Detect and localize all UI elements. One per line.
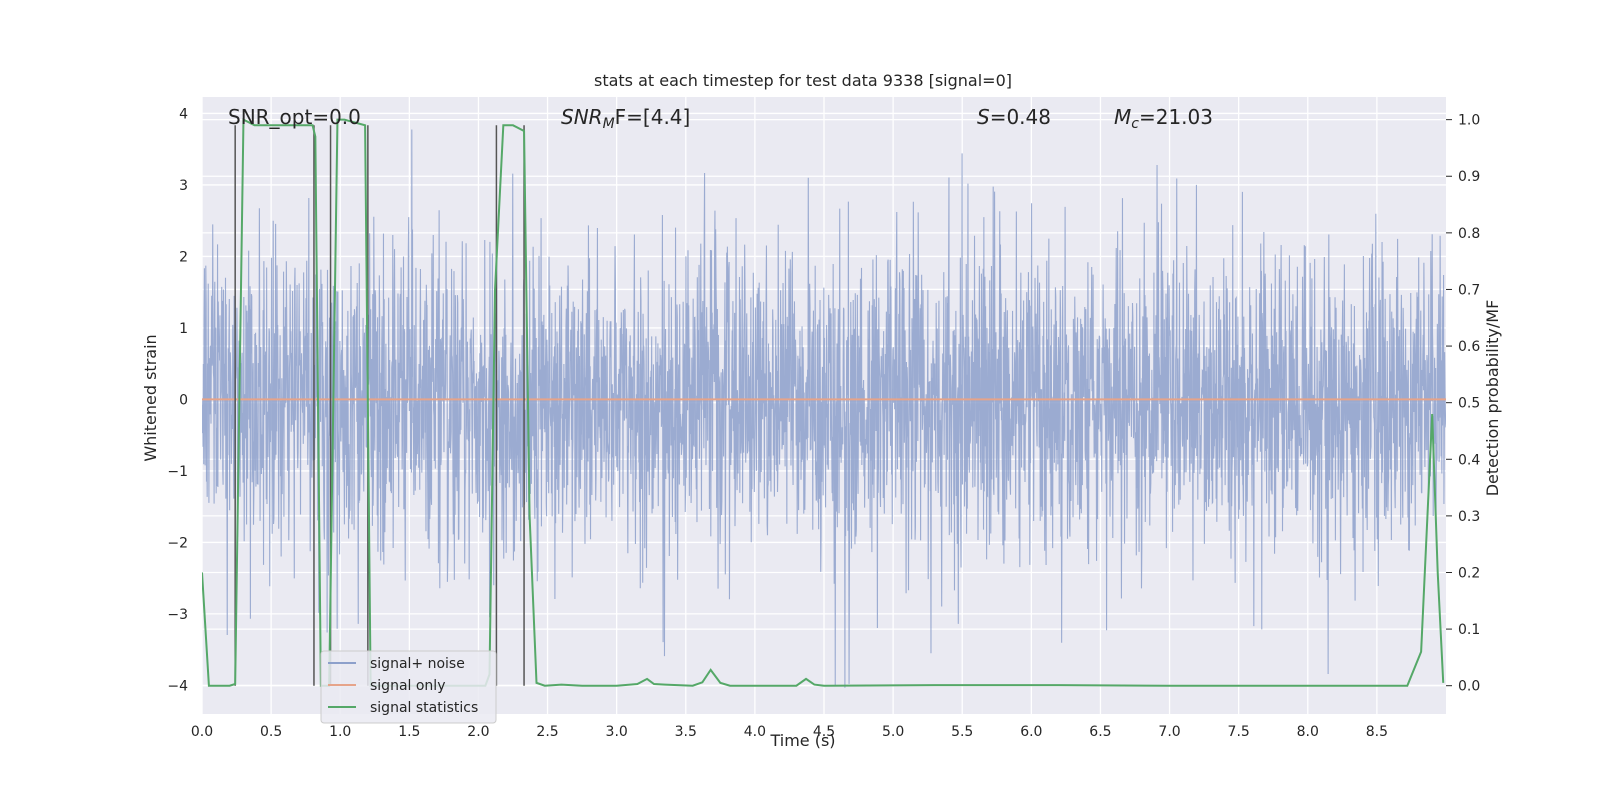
x-tick-label: 0.0 (191, 724, 213, 740)
y-axis-right-label: Detection probability/MF (1483, 300, 1502, 497)
y-tick-label: 0 (179, 392, 188, 408)
y-right-tick-label: 0.1 (1458, 622, 1480, 638)
x-tick-label: 5.0 (882, 724, 904, 740)
x-tick-label: 8.0 (1297, 724, 1319, 740)
y-right-tick-label: 0.7 (1458, 282, 1480, 298)
x-tick-label: 4.5 (813, 724, 835, 740)
y-right-tick-label: 0.9 (1458, 169, 1480, 185)
annotation-mc-value: =21.03 (1139, 105, 1213, 129)
x-tick-label: 4.0 (744, 724, 766, 740)
y-tick-label: 4 (179, 106, 188, 122)
y-right-tick-label: 0.5 (1458, 396, 1480, 412)
y-tick-label: −1 (167, 464, 188, 480)
y-right-tick-label: 0.4 (1458, 452, 1480, 468)
y-right-tick-label: 1.0 (1458, 113, 1480, 129)
x-axis-label: Time (s) (769, 731, 835, 750)
annotation-snr-opt: SNR_opt=0.0 (228, 105, 361, 129)
annotation-s-value: =0.48 (990, 105, 1051, 129)
y-tick-label: −4 (167, 678, 188, 694)
annotation-s: S=0.48 (977, 105, 1051, 129)
y-tick-label: −3 (167, 607, 188, 623)
signal-statistics-line (202, 118, 1445, 687)
chart-title: stats at each timestep for test data 933… (594, 71, 1012, 90)
legend-entry-stats: signal statistics (370, 700, 478, 716)
noise-line (202, 129, 1446, 688)
x-tick-label: 6.0 (1020, 724, 1042, 740)
annotation-s-symbol: S (977, 105, 990, 129)
annotation-snr-mf-symbol: SNR (561, 105, 603, 129)
y-axis-label: Whitened strain (141, 334, 160, 461)
annotation-mc: Mc=21.03 (1114, 105, 1213, 132)
axis-ticks: 0.0 0.5 1.0 1.5 2.0 2.5 3.0 3.5 4.0 4.5 5.0 5.5 6.0 6… (167, 106, 1480, 740)
annotation-snr-mf-value: F=[4.4] (615, 105, 691, 129)
x-tick-label: 7.5 (1228, 724, 1250, 740)
x-tick-label: 7.0 (1158, 724, 1180, 740)
x-tick-label: 3.5 (675, 724, 697, 740)
annotation-mc-symbol: M (1114, 105, 1131, 129)
x-tick-label: 8.5 (1366, 724, 1388, 740)
y-tick-label: 1 (179, 321, 188, 337)
annotation-mc-subscript: c (1131, 116, 1139, 132)
x-tick-label: 0.5 (260, 724, 282, 740)
y-tick-label: 2 (179, 249, 188, 265)
x-tick-label: 1.0 (329, 724, 351, 740)
legend-entry-noise: signal+ noise (370, 656, 465, 672)
x-tick-label: 2.5 (536, 724, 558, 740)
y-right-tick-label: 0.2 (1458, 565, 1480, 581)
y-right-tick-label: 0.6 (1458, 339, 1480, 355)
legend-entry-signal: signal only (370, 678, 445, 694)
x-tick-label: 6.5 (1089, 724, 1111, 740)
x-tick-label: 5.5 (951, 724, 973, 740)
y-right-tick-label: 0.0 (1458, 679, 1480, 695)
x-tick-label: 2.0 (467, 724, 489, 740)
annotation-snr-mf-subscript: M (603, 116, 615, 132)
series-signal-noise (202, 129, 1446, 688)
series-signal-statistics (202, 118, 1445, 687)
legend-box (320, 650, 497, 724)
x-tick-label: 1.5 (398, 724, 420, 740)
y-right-tick-label: 0.8 (1458, 226, 1480, 242)
y-tick-label: −2 (167, 535, 188, 551)
y-tick-label: 3 (179, 178, 188, 194)
legend: signal+ noise signal only signal statist… (320, 650, 497, 724)
annotation-snr-mf: SNRMF=[4.4] (561, 105, 690, 132)
y-right-tick-label: 0.3 (1458, 509, 1480, 525)
x-tick-label: 3.0 (606, 724, 628, 740)
